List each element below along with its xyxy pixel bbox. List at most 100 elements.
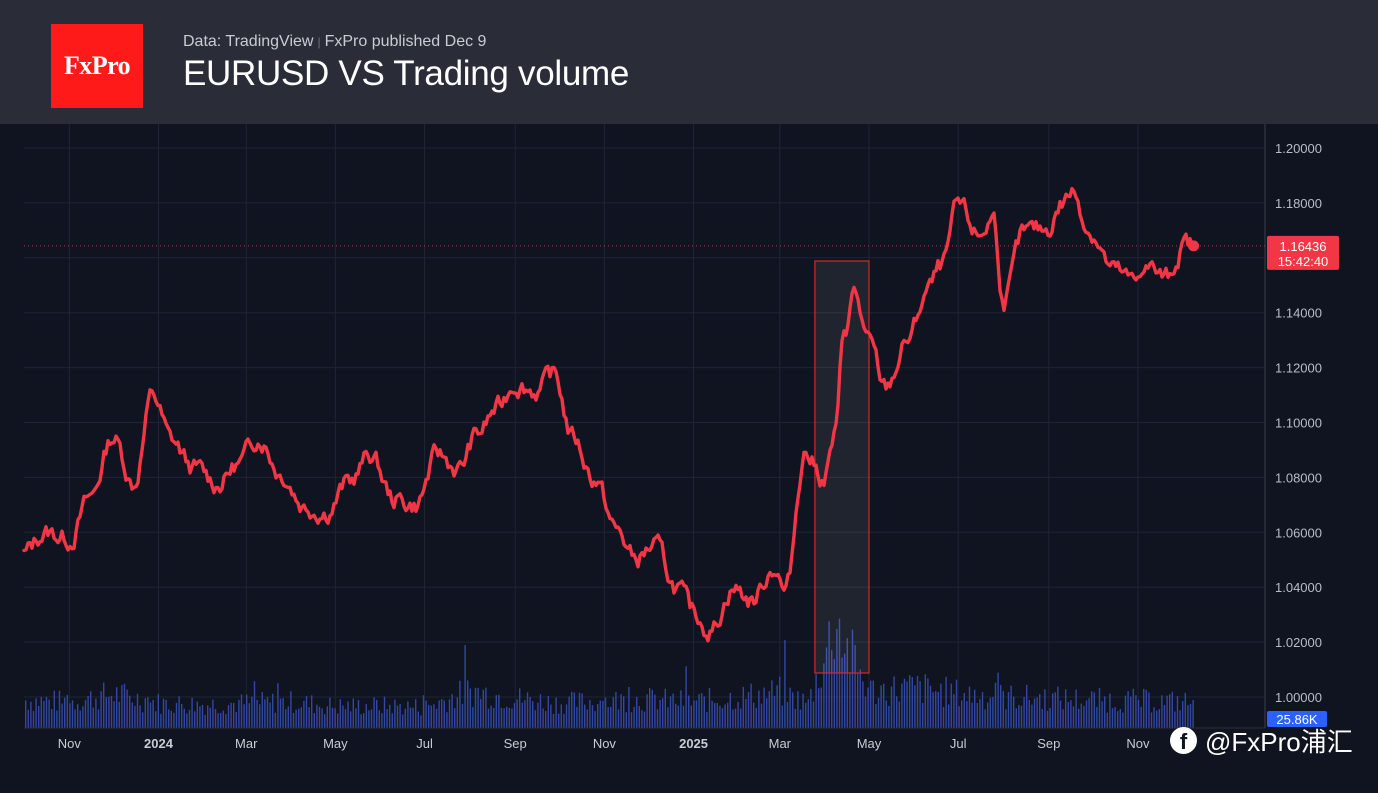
volume-bar: [513, 703, 516, 728]
y-tick-label: 1.10000: [1275, 416, 1322, 431]
source-line: Data: TradingView | FxPro published Dec 9: [183, 33, 486, 51]
x-tick-label: Nov: [58, 736, 82, 751]
volume-bar: [58, 690, 61, 728]
volume-bar: [901, 683, 903, 728]
volume-bar: [560, 704, 562, 728]
volume-bar: [43, 700, 45, 728]
volume-bar: [620, 694, 622, 728]
volume-bar: [680, 690, 682, 728]
volume-bar: [279, 698, 282, 728]
volume-bar: [519, 688, 521, 728]
volume-bar: [194, 711, 196, 728]
volume-bar: [1158, 709, 1160, 728]
volume-bar: [415, 699, 417, 728]
volume-bar: [812, 701, 815, 728]
volume-bar: [916, 675, 919, 728]
volume-bar: [935, 691, 937, 728]
volume-bar: [1156, 710, 1158, 728]
volume-bar: [121, 685, 123, 728]
volume-bar: [324, 714, 326, 728]
volume-bar: [1117, 711, 1119, 728]
volume-bar: [1031, 704, 1033, 728]
volume-bar: [823, 663, 825, 728]
volume-bar: [186, 713, 188, 728]
volume-bar: [602, 700, 604, 728]
volume-bar: [113, 701, 115, 728]
volume-bar: [230, 702, 232, 728]
volume-bar: [771, 680, 773, 728]
volume-bar: [48, 699, 50, 728]
volume-bar: [846, 638, 848, 728]
volume-bar: [378, 710, 380, 728]
volume-bar: [407, 701, 409, 728]
volume-bar: [599, 700, 601, 728]
volume-bar: [659, 699, 661, 728]
data-source: Data: TradingView: [183, 33, 314, 50]
volume-bar: [53, 690, 55, 728]
volume-bar: [877, 697, 880, 728]
volume-bar: [355, 708, 357, 728]
volume-bar: [1010, 685, 1012, 728]
volume-bar: [363, 713, 365, 728]
volume-bar: [1096, 706, 1098, 728]
volume-bar: [464, 645, 466, 728]
volume-bar: [940, 683, 942, 728]
chart-area: 1.200001.180001.160001.140001.120001.100…: [0, 124, 1378, 788]
y-tick-label: 1.18000: [1275, 196, 1322, 211]
y-tick-label: 1.12000: [1275, 361, 1322, 376]
volume-bar: [490, 705, 492, 728]
volume-bar: [898, 701, 900, 728]
volume-bar: [922, 702, 924, 728]
volume-bar: [240, 694, 243, 728]
volume-bar: [201, 704, 204, 728]
volume-bar: [1098, 687, 1101, 728]
volume-bar: [326, 706, 328, 728]
volume-bar: [745, 698, 747, 728]
volume-bar: [1046, 710, 1049, 728]
volume-bar: [360, 714, 362, 728]
volume-bar: [209, 707, 211, 728]
volume-bar: [688, 695, 690, 728]
volume-bar: [108, 696, 110, 728]
volume-bar: [147, 697, 149, 728]
volume-bar: [82, 706, 84, 728]
volume-bar: [272, 693, 274, 728]
volume-bar: [997, 672, 999, 728]
published-date: FxPro published Dec 9: [324, 33, 487, 50]
volume-bar: [92, 707, 94, 728]
volume-bar: [711, 700, 713, 728]
volume-bar: [643, 711, 646, 728]
volume-bar: [495, 695, 497, 728]
volume-bar: [1169, 694, 1171, 728]
y-tick-label: 1.20000: [1275, 141, 1322, 156]
volume-bar: [220, 712, 222, 728]
volume-bar: [428, 704, 430, 728]
volume-bar: [251, 696, 253, 728]
volume-bar: [1078, 708, 1080, 728]
volume-bar: [807, 699, 809, 728]
volume-bar: [664, 688, 666, 728]
volume-bar: [578, 692, 581, 728]
volume-bar: [740, 708, 742, 728]
volume-bar: [316, 704, 318, 728]
volume-bar: [521, 702, 523, 728]
x-tick-label: Mar: [769, 736, 792, 751]
volume-bar: [760, 703, 763, 728]
volume-bar: [227, 705, 230, 728]
fxpro-logo: FxPro: [51, 24, 143, 108]
volume-bar: [1091, 691, 1093, 728]
grid-layer: [24, 124, 1264, 728]
volume-bar: [144, 698, 146, 728]
volume-bar: [459, 680, 461, 728]
volume-bar: [298, 708, 300, 728]
volume-bar: [932, 692, 934, 728]
volume-bar: [347, 701, 349, 728]
volume-bar: [810, 689, 812, 728]
volume-bar: [753, 702, 755, 728]
volume-bar: [222, 710, 224, 728]
volume-bar: [963, 692, 965, 728]
volume-bar: [1161, 695, 1163, 728]
volume-bar: [794, 708, 796, 728]
volume-bar: [155, 711, 157, 728]
volume-bar: [872, 680, 874, 728]
